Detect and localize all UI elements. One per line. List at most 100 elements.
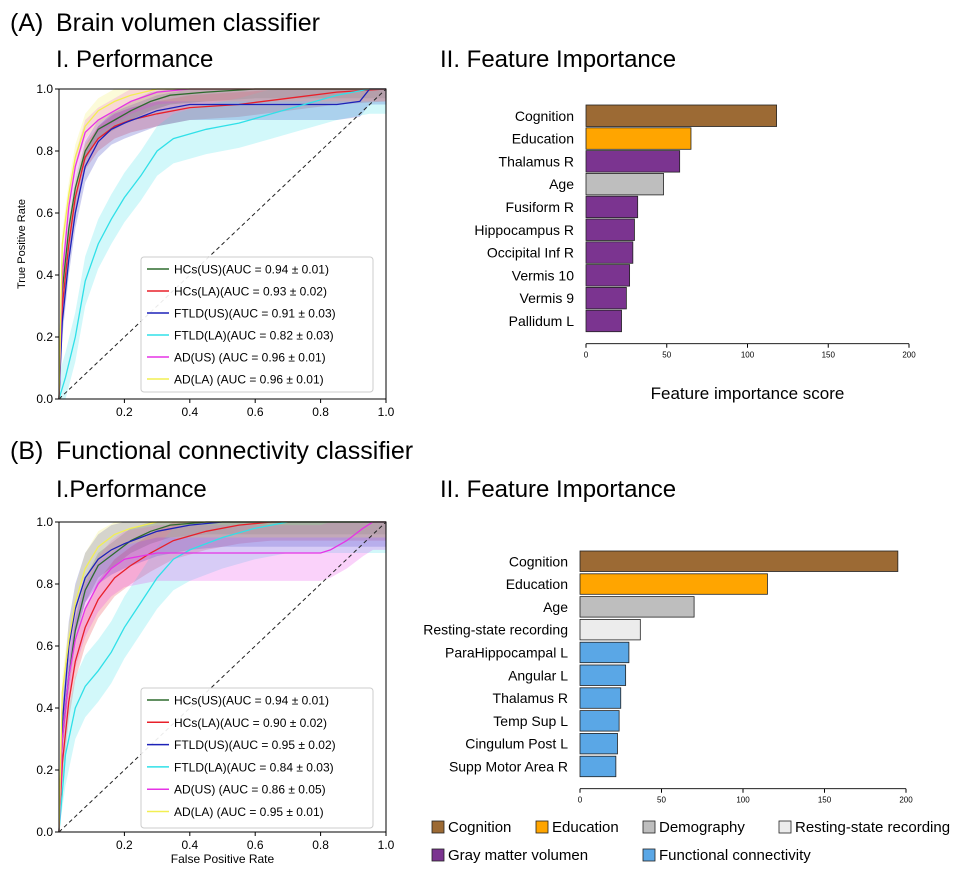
importance-chart-b: Cognition Education Age Resting-state recor… xyxy=(423,550,913,805)
y-tick-label: 0.0 xyxy=(36,392,53,406)
plot-frame xyxy=(58,88,387,400)
roc-band-3 xyxy=(59,522,386,832)
legend-label-2: FTLD(US)(AUC = 0.95 ± 0.02) xyxy=(174,738,336,752)
category-label-5: Functional connectivity xyxy=(659,847,811,864)
category-label-0: Cognition xyxy=(448,819,511,836)
x-tick-label: 0.6 xyxy=(247,405,264,419)
bar-7 xyxy=(585,264,631,287)
x-tick-label: 200 xyxy=(899,796,913,805)
bar-2 xyxy=(585,150,681,173)
roc-line-1 xyxy=(58,521,386,833)
bar-6 xyxy=(585,241,634,264)
legend-label-5: AD(LA) (AUC = 0.95 ± 0.01) xyxy=(174,805,324,819)
category-label-4: Gray matter volumen xyxy=(448,847,588,864)
bar-6 xyxy=(579,687,622,709)
x-tick-label: 0 xyxy=(584,351,589,360)
bar-1 xyxy=(585,127,692,150)
x-tick-label: 0.6 xyxy=(247,838,264,852)
legend-label-4: AD(US) (AUC = 0.96 ± 0.01) xyxy=(174,351,326,365)
bar-category-label-3: Resting-state recording xyxy=(423,622,568,638)
roc-band-4 xyxy=(59,89,386,399)
roc-band-5 xyxy=(59,89,386,399)
chance-diagonal xyxy=(58,88,387,400)
panel-b-title: Functional connectivity classifier xyxy=(56,437,413,465)
roc-line-2 xyxy=(58,88,386,400)
roc-line-1 xyxy=(58,88,387,400)
category-label-3: Resting-state recording xyxy=(795,819,950,836)
x-axis-label: Feature importance score xyxy=(651,384,845,403)
bar-category-label-2: Thalamus R xyxy=(499,153,574,169)
x-tick-label: 0.4 xyxy=(181,405,198,419)
bar-9 xyxy=(579,755,617,778)
legend-label-0: HCs(US)(AUC = 0.94 ± 0.01) xyxy=(174,263,329,277)
x-tick-label: 0.4 xyxy=(181,838,198,852)
legend-label-2: FTLD(US)(AUC = 0.91 ± 0.03) xyxy=(174,307,336,321)
y-tick-label: 1.0 xyxy=(36,82,53,96)
category-label-2: Demography xyxy=(659,819,745,836)
bar-category-label-2: Age xyxy=(543,599,568,615)
legend-label-3: FTLD(LA)(AUC = 0.84 ± 0.03) xyxy=(174,760,334,774)
bar-2 xyxy=(579,596,695,618)
bar-category-label-9: Supp Motor Area R xyxy=(449,758,568,774)
category-swatch-3 xyxy=(778,820,792,834)
category-legend: Cognition Education Demography Resting-stat… xyxy=(431,819,950,864)
x-axis-label: False Positive Rate xyxy=(171,852,275,866)
category-label-1: Education xyxy=(552,819,619,836)
category-swatch-0 xyxy=(431,820,445,834)
bar-category-label-5: Angular L xyxy=(508,667,568,683)
panel-b-letter: (B) xyxy=(10,437,43,465)
roc-legend-box xyxy=(140,256,374,393)
roc-legend-box xyxy=(140,687,374,829)
bar-5 xyxy=(579,664,627,686)
y-tick-label: 0.2 xyxy=(36,763,53,777)
bar-category-label-1: Education xyxy=(506,576,568,592)
bar-category-label-1: Education xyxy=(512,131,574,147)
importance-chart-a: Cognition Education Thalamus R Age Fusiform … xyxy=(474,104,916,403)
x-tick-label: 1.0 xyxy=(378,838,395,852)
panel-a-importance-title: II. Feature Importance xyxy=(440,46,676,73)
bar-4 xyxy=(579,641,630,664)
panel-a-letter: (A) xyxy=(10,9,43,37)
plot-frame xyxy=(58,521,387,833)
category-swatch-2 xyxy=(642,820,656,834)
x-tick-label: 0 xyxy=(578,796,583,805)
x-tick-label: 50 xyxy=(657,796,666,805)
roc-line-3 xyxy=(58,88,386,400)
legend-label-4: AD(US) (AUC = 0.86 ± 0.05) xyxy=(174,783,326,797)
legend-label-1: HCs(LA)(AUC = 0.90 ± 0.02) xyxy=(174,716,327,730)
bar-0 xyxy=(585,104,777,127)
bar-3 xyxy=(585,172,664,196)
y-tick-label: 0.2 xyxy=(36,330,53,344)
roc-band-4 xyxy=(59,522,386,832)
panel-a-title: Brain volumen classifier xyxy=(56,9,320,37)
bar-category-label-9: Pallidum L xyxy=(509,313,575,329)
bar-8 xyxy=(585,286,627,310)
x-tick-label: 1.0 xyxy=(378,405,395,419)
roc-line-4 xyxy=(58,521,386,833)
roc-chart-b: 0.0 0.2 0.4 0.6 0.8 1.0 0.2 0.4 0.6 0.8 1.0 False P… xyxy=(36,515,394,866)
bar-category-label-7: Vermis 10 xyxy=(512,267,574,283)
legend-label-1: HCs(LA)(AUC = 0.93 ± 0.02) xyxy=(174,285,327,299)
roc-band-3 xyxy=(59,89,386,399)
bar-0 xyxy=(579,550,899,572)
x-tick-label: 0.8 xyxy=(312,838,329,852)
y-tick-label: 0.4 xyxy=(36,268,53,282)
legend-label-0: HCs(US)(AUC = 0.94 ± 0.01) xyxy=(174,694,329,708)
category-swatch-1 xyxy=(535,820,549,834)
x-tick-label: 0.2 xyxy=(116,405,133,419)
y-tick-label: 0.0 xyxy=(36,825,53,839)
roc-line-2 xyxy=(58,521,386,833)
panel-b-performance-title: I.Performance xyxy=(56,476,207,503)
y-tick-label: 0.8 xyxy=(36,577,53,591)
category-swatch-5 xyxy=(642,848,656,862)
bar-category-label-5: Hippocampus R xyxy=(474,222,574,238)
bar-9 xyxy=(585,309,622,333)
x-tick-label: 150 xyxy=(822,351,836,360)
bar-category-label-7: Temp Sup L xyxy=(493,713,568,729)
category-swatch-4 xyxy=(431,848,445,862)
x-tick-label: 0.8 xyxy=(312,405,329,419)
bar-category-label-6: Occipital Inf R xyxy=(487,245,574,261)
bar-category-label-0: Cognition xyxy=(515,108,574,124)
legend-label-3: FTLD(LA)(AUC = 0.82 ± 0.03) xyxy=(174,329,334,343)
